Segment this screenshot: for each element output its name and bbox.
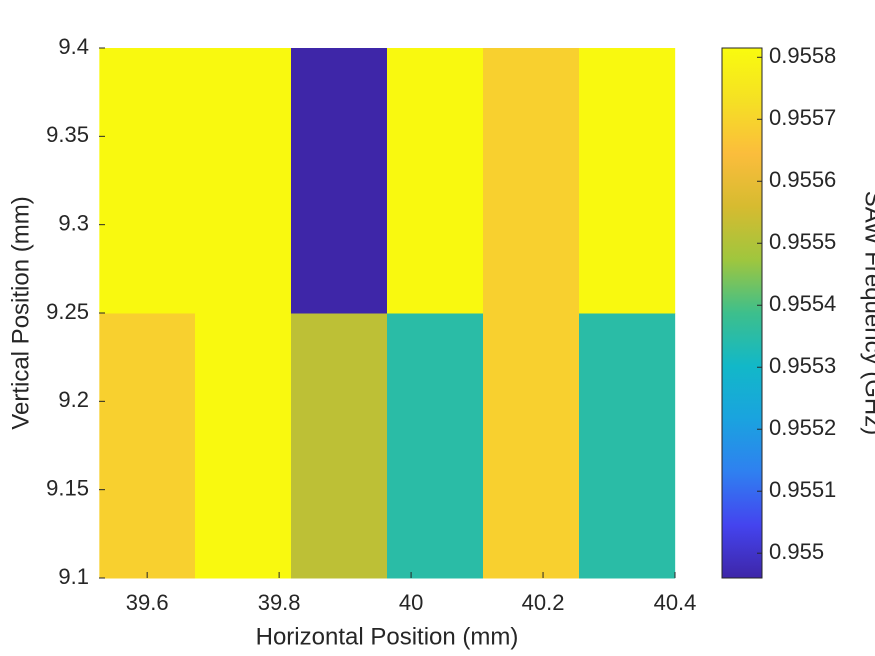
colorbar	[721, 47, 763, 579]
heatmap-cell	[99, 48, 196, 314]
heatmap-cell	[195, 313, 292, 579]
heatmap-cell	[579, 48, 676, 314]
heatmap-cell	[483, 313, 580, 579]
heatmap-cell	[387, 313, 484, 579]
x-tick-label: 40.4	[654, 590, 697, 615]
colorbar-label: SAW Frequency (GHz)	[860, 191, 875, 436]
colorbar-tick-label: 0.9552	[769, 415, 836, 440]
y-tick-label: 9.2	[58, 387, 89, 412]
colorbar-tick-label: 0.955	[769, 539, 824, 564]
heatmap-cell	[483, 48, 580, 314]
y-axis-label: Vertical Position (mm)	[7, 196, 34, 429]
y-tick-label: 9.3	[58, 210, 89, 235]
heatmap-cell	[291, 48, 388, 314]
colorbar-tick-label: 0.9558	[769, 43, 836, 68]
y-tick-label: 9.25	[46, 299, 89, 324]
x-tick-label: 39.6	[126, 590, 169, 615]
y-tick-label: 9.1	[58, 564, 89, 589]
colorbar-tick-label: 0.9557	[769, 105, 836, 130]
heatmap-cell	[387, 48, 484, 314]
heatmap-cell	[579, 313, 676, 579]
heatmap-cell	[99, 313, 196, 579]
colorbar-tick-label: 0.9555	[769, 229, 836, 254]
heatmap-cell	[291, 313, 388, 579]
y-tick-label: 9.15	[46, 475, 89, 500]
y-tick-label: 9.4	[58, 34, 89, 59]
colorbar-tick-label: 0.9556	[769, 167, 836, 192]
colorbar-tick-label: 0.9551	[769, 477, 836, 502]
x-tick-label: 40	[399, 590, 423, 615]
y-tick-label: 9.35	[46, 122, 89, 147]
heatmap-cell	[195, 48, 292, 314]
colorbar-tick-label: 0.9553	[769, 353, 836, 378]
x-axis-label: Horizontal Position (mm)	[256, 623, 519, 650]
x-tick-label: 39.8	[258, 590, 301, 615]
colorbar-tick-label: 0.9554	[769, 291, 836, 316]
x-tick-label: 40.2	[522, 590, 565, 615]
